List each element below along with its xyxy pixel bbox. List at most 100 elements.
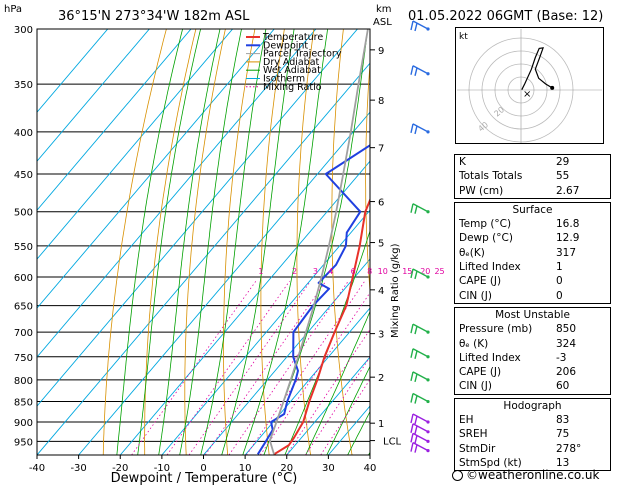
hpa-label: hPa <box>4 4 22 15</box>
mixing-ratio-label: 3 <box>313 267 318 276</box>
asl-label: ASL <box>373 17 392 28</box>
hodograph-line <box>521 47 553 90</box>
wet-adiabat-line <box>326 365 370 455</box>
hodograph-rings <box>457 29 602 143</box>
mixing-ratio-label: 20 <box>420 267 430 276</box>
mixing-ratio-label: 4 <box>328 267 333 276</box>
hodo-row: SREH 75 <box>459 428 570 441</box>
wind-barb-flag <box>410 371 414 382</box>
mixing-ratio-line <box>320 378 370 455</box>
surface-row: Lifted Index 1 <box>459 261 563 274</box>
wind-barb-flag <box>410 20 414 31</box>
wind-barb-flag <box>410 423 414 433</box>
storm-motion-marker: × <box>523 89 531 100</box>
wet-adiabat-line <box>200 29 267 455</box>
surface-row: CIN (J) 0 <box>459 289 563 302</box>
hodograph-trace: × <box>521 47 555 100</box>
mixing-ratio-label: 8 <box>367 267 372 276</box>
pressure-tick-label: 700 <box>14 328 33 339</box>
dry-adiabat-line <box>184 29 226 455</box>
mixing-ratio-line <box>259 291 370 455</box>
wind-barb-staff <box>412 268 429 278</box>
mixing-ratio-line <box>204 280 327 455</box>
profile-series <box>256 29 370 455</box>
isotherm-line <box>119 160 370 455</box>
wind-barb-staff <box>412 413 429 423</box>
mixing-ratio-line <box>166 280 290 455</box>
datetime: 01.05.2022 06GMT (Base: 12) <box>408 9 603 24</box>
wind-barb-flag <box>410 348 414 358</box>
wind-barb-dot <box>426 355 430 359</box>
wet-adiabat-line <box>284 229 370 455</box>
wind-barb-flag <box>410 413 414 424</box>
wind-barb-staff <box>412 123 429 133</box>
wind-barb-flag <box>410 433 414 443</box>
wind-barb-flag <box>414 425 418 434</box>
mu-row: θₑ (K) 324 <box>459 337 577 350</box>
mixing-ratio-label: 25 <box>434 267 444 276</box>
wind-barb-dot <box>426 420 430 424</box>
index-row-pw: PW (cm) 2.67 <box>459 184 580 197</box>
hodograph-stats-box: Hodograph EH 83 SREH 75 StmDir 278° StmSpd … <box>454 397 611 472</box>
legend-entry: Temperature <box>262 32 323 43</box>
wind-barb-flag <box>414 415 418 425</box>
hodo-row: StmDir 278° <box>459 442 582 455</box>
isotherm-line <box>244 307 370 455</box>
hodograph-frame <box>455 27 604 144</box>
km-tick-label: 2 <box>378 373 384 384</box>
wet-adiabat-line <box>347 410 370 455</box>
wind-barb-flag <box>410 268 414 279</box>
wind-barb-flag <box>414 444 418 453</box>
pressure-tick-label: 750 <box>14 353 33 364</box>
pressure-tick-label: 950 <box>14 437 33 448</box>
parcel-trajectory-line <box>268 29 369 455</box>
wet-adiabat-line <box>305 310 370 455</box>
hodo-row: EH 83 <box>459 414 570 427</box>
legend-entry: Parcel Trajectory <box>263 49 342 60</box>
pressure-tick-label: 300 <box>14 25 33 36</box>
wet-adiabat-line <box>116 29 184 455</box>
wind-barb-flag <box>414 270 418 280</box>
axis-ticks: 1 2 3 4 6 8 10 15 20 2530035040045050055060065070… <box>14 25 445 474</box>
wind-barb-dot <box>426 449 430 453</box>
km-tick-label: 7 <box>378 144 384 155</box>
isotherm-line <box>37 29 275 309</box>
wind-barb-dot <box>426 399 430 404</box>
km-tick-label: 4 <box>378 286 384 297</box>
wind-barb-dot <box>426 275 430 279</box>
surface-box: Surface Temp (°C) 16.8 Dewp (°C) 12.9 θₑ(K… <box>454 201 611 304</box>
dry-adiabat-line <box>365 58 370 296</box>
hodograph-stats-title: Hodograph <box>503 399 562 412</box>
wet-adiabat-line <box>179 29 242 455</box>
wet-adiabat-line <box>137 29 202 455</box>
hodograph-unit: kt <box>459 32 468 42</box>
x-axis-label: Dewpoint / Temperature (°C) <box>111 471 298 486</box>
hodograph: kt 40 20 × <box>455 27 604 144</box>
temp-tick-label: 20 <box>280 463 293 474</box>
pressure-tick-label: 350 <box>14 80 33 91</box>
dry-adiabat-line <box>223 29 256 455</box>
isotherm-line <box>37 29 234 260</box>
wind-barb-dot <box>426 210 430 214</box>
wind-barb-staff <box>412 392 429 403</box>
temp-tick-label: 40 <box>364 463 377 474</box>
wind-barb-staff <box>412 423 429 433</box>
station-info: 36°15'N 273°34'W 182m ASL <box>58 9 250 24</box>
surface-row: Dewp (°C) 12.9 <box>459 232 580 245</box>
dry-adiabat-line <box>102 29 167 455</box>
wind-barb-dot <box>426 330 430 334</box>
index-row-totals: Totals Totals 55 <box>459 170 570 183</box>
pressure-tick-label: 400 <box>14 128 33 139</box>
mu-row: Lifted Index -3 <box>459 351 567 364</box>
copyright-text[interactable]: ©weatheronline.co.uk <box>466 468 600 482</box>
surface-row: θₑ(K) 317 <box>459 246 577 259</box>
isotherm-line <box>203 258 370 455</box>
wind-barb-flag <box>410 442 414 452</box>
wind-barb-dot <box>426 430 430 434</box>
mu-row: CIN (J) 60 <box>459 380 570 393</box>
plot-frame <box>36 28 371 456</box>
indices-box: K 29 Totals Totals 55 PW (cm) 2.67 <box>454 154 611 199</box>
km-tick-label: 8 <box>378 96 384 107</box>
